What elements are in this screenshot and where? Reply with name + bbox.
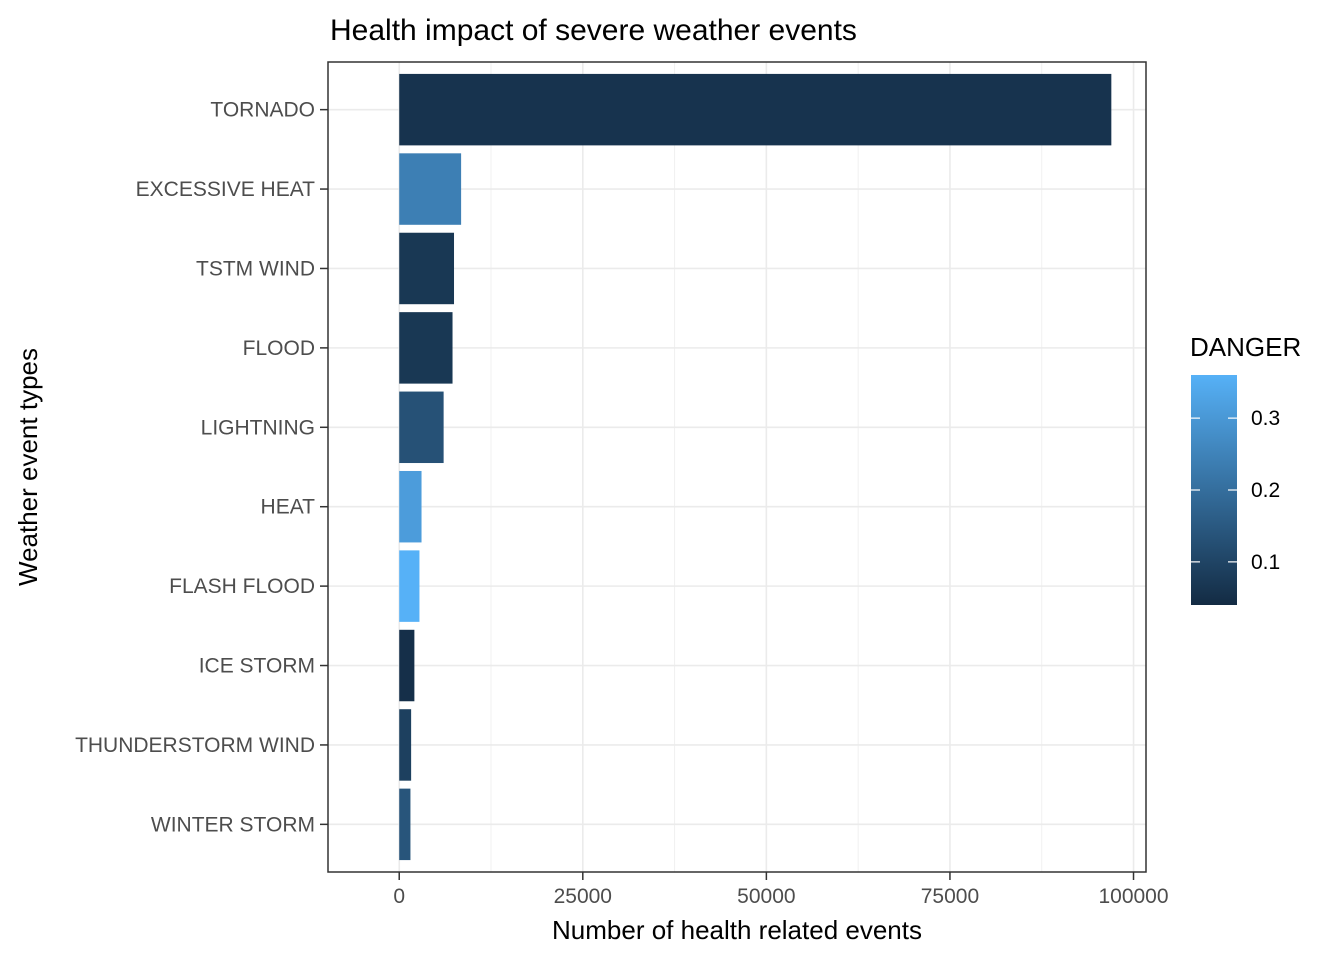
x-tick-label: 50000 (737, 885, 795, 908)
y-tick-label: WINTER STORM (151, 813, 315, 836)
bars (399, 73, 1112, 861)
legend-tick-label: 0.3 (1251, 407, 1280, 430)
y-tick-label: TORNADO (210, 99, 315, 122)
chart-title: Health impact of severe weather events (330, 14, 857, 47)
y-tick-label: EXCESSIVE HEAT (136, 178, 316, 201)
bar (399, 629, 415, 702)
bar (399, 788, 411, 861)
panel-border (327, 61, 1147, 873)
y-axis-title: Weather event types (13, 348, 43, 586)
bar (399, 153, 462, 225)
legend-title: DANGER (1190, 332, 1301, 362)
y-tick-label: HEAT (261, 496, 316, 519)
x-axis-title: Number of health related events (552, 915, 922, 945)
y-tick-label: TSTM WIND (196, 257, 315, 280)
bar (399, 550, 420, 622)
legend: DANGER 0.1 0.2 0.3 (1190, 332, 1301, 605)
bar (399, 391, 444, 464)
bar (399, 709, 412, 781)
x-tick-label: 0 (393, 885, 405, 908)
legend-ticks: 0.1 0.2 0.3 (1191, 407, 1280, 574)
y-tick-label: FLASH FLOOD (169, 575, 315, 598)
legend-tick-label: 0.1 (1251, 551, 1280, 574)
bar (399, 470, 422, 543)
bar (399, 73, 1112, 146)
y-tick-label: ICE STORM (199, 655, 315, 678)
y-tick-label: LIGHTNING (201, 416, 315, 439)
x-tick-label: 25000 (554, 885, 612, 908)
grid-minor (490, 62, 1043, 872)
panel-background (328, 62, 1146, 872)
bar (399, 232, 455, 305)
y-tick-label: THUNDERSTORM WIND (75, 734, 315, 757)
x-axis: 0 25000 50000 75000 100000 (393, 872, 1169, 908)
plot-panel (327, 61, 1147, 873)
bar (399, 312, 453, 384)
y-axis: TORNADO EXCESSIVE HEAT TSTM WIND FLOOD LIGHT… (75, 99, 328, 836)
y-tick-label: FLOOD (243, 337, 315, 360)
x-tick-label: 75000 (921, 885, 979, 908)
legend-tick-label: 0.2 (1251, 479, 1280, 502)
x-tick-label: 100000 (1098, 885, 1168, 908)
